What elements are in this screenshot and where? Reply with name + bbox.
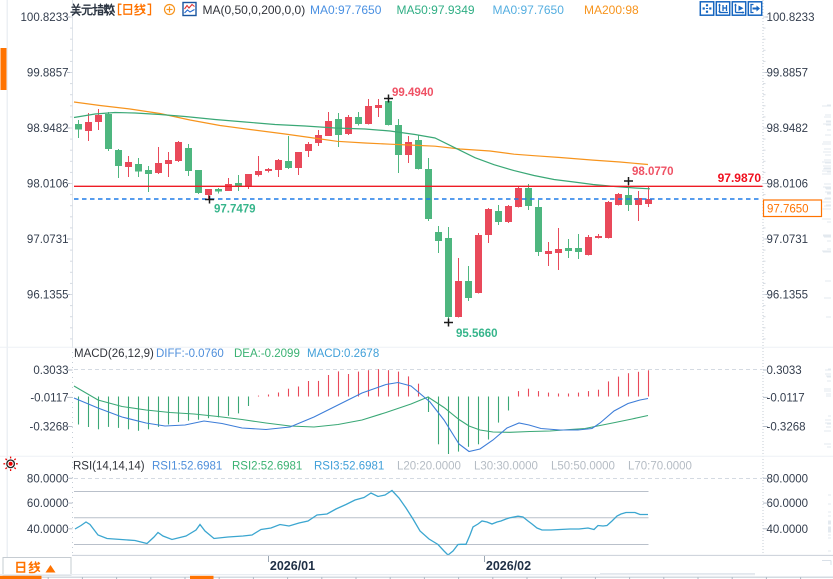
svg-text:MA0:97.7650: MA0:97.7650 xyxy=(493,3,565,17)
svg-text:-0.0117: -0.0117 xyxy=(30,392,68,404)
svg-text:-0.0117: -0.0117 xyxy=(767,392,805,404)
svg-text:100.8233: 100.8233 xyxy=(767,12,815,24)
svg-text:DEA:-0.2099: DEA:-0.2099 xyxy=(234,348,300,360)
svg-text:L20:20.0000: L20:20.0000 xyxy=(397,461,461,473)
svg-text:RSI2:52.6981: RSI2:52.6981 xyxy=(232,461,302,473)
svg-text:RSI3:52.6981: RSI3:52.6981 xyxy=(314,461,384,473)
svg-text:98.0106: 98.0106 xyxy=(27,179,69,191)
svg-text:-0.3268: -0.3268 xyxy=(767,422,806,434)
svg-text:99.4940: 99.4940 xyxy=(392,87,434,99)
svg-text:80.0000: 80.0000 xyxy=(767,473,809,485)
svg-text:MA50:97.9349: MA50:97.9349 xyxy=(397,3,475,17)
svg-text:60.0000: 60.0000 xyxy=(767,498,809,510)
svg-text:L30:30.0000: L30:30.0000 xyxy=(474,461,538,473)
svg-text:97.9870: 97.9870 xyxy=(718,171,762,185)
svg-text:RSI(14,14,14): RSI(14,14,14) xyxy=(73,461,145,473)
svg-text:60.0000: 60.0000 xyxy=(27,498,69,510)
svg-text:98.9482: 98.9482 xyxy=(27,123,69,135)
svg-text:98.0106: 98.0106 xyxy=(767,179,809,191)
svg-text:95.5660: 95.5660 xyxy=(456,328,498,340)
svg-text:97.7479: 97.7479 xyxy=(214,204,256,216)
svg-text:0.3033: 0.3033 xyxy=(767,365,802,377)
svg-text:MA(0,50,0,200,0,0): MA(0,50,0,200,0,0) xyxy=(203,3,306,17)
svg-text:-0.3268: -0.3268 xyxy=(29,422,68,434)
svg-text:97.7650: 97.7650 xyxy=(767,204,809,216)
svg-text:MACD:0.2678: MACD:0.2678 xyxy=(307,348,379,360)
svg-text:40.0000: 40.0000 xyxy=(27,524,69,536)
svg-text:DIFF:-0.0760: DIFF:-0.0760 xyxy=(156,348,224,360)
svg-text:96.1355: 96.1355 xyxy=(767,290,809,302)
svg-text:L50:50.0000: L50:50.0000 xyxy=(551,461,615,473)
svg-text:0.3033: 0.3033 xyxy=(33,365,68,377)
svg-text:2026/01: 2026/01 xyxy=(270,559,315,573)
svg-text:98.0770: 98.0770 xyxy=(632,166,674,178)
svg-text:98.9482: 98.9482 xyxy=(767,123,809,135)
svg-text:MA0:97.7650: MA0:97.7650 xyxy=(310,3,382,17)
svg-text:100.8233: 100.8233 xyxy=(21,12,69,24)
svg-text:80.0000: 80.0000 xyxy=(27,473,69,485)
svg-text:MA200:98: MA200:98 xyxy=(584,3,639,17)
svg-text:L70:70.0000: L70:70.0000 xyxy=(628,461,692,473)
svg-text:RSI1:52.6981: RSI1:52.6981 xyxy=(152,461,222,473)
svg-text:97.0731: 97.0731 xyxy=(767,234,809,246)
svg-text:99.8857: 99.8857 xyxy=(27,68,69,80)
svg-text:96.1355: 96.1355 xyxy=(27,290,69,302)
svg-text:2026/02: 2026/02 xyxy=(486,559,531,573)
svg-text:40.0000: 40.0000 xyxy=(767,524,809,536)
svg-text:97.0731: 97.0731 xyxy=(27,234,69,246)
svg-text:MACD(26,12,9): MACD(26,12,9) xyxy=(74,348,154,360)
svg-text:99.8857: 99.8857 xyxy=(767,68,809,80)
